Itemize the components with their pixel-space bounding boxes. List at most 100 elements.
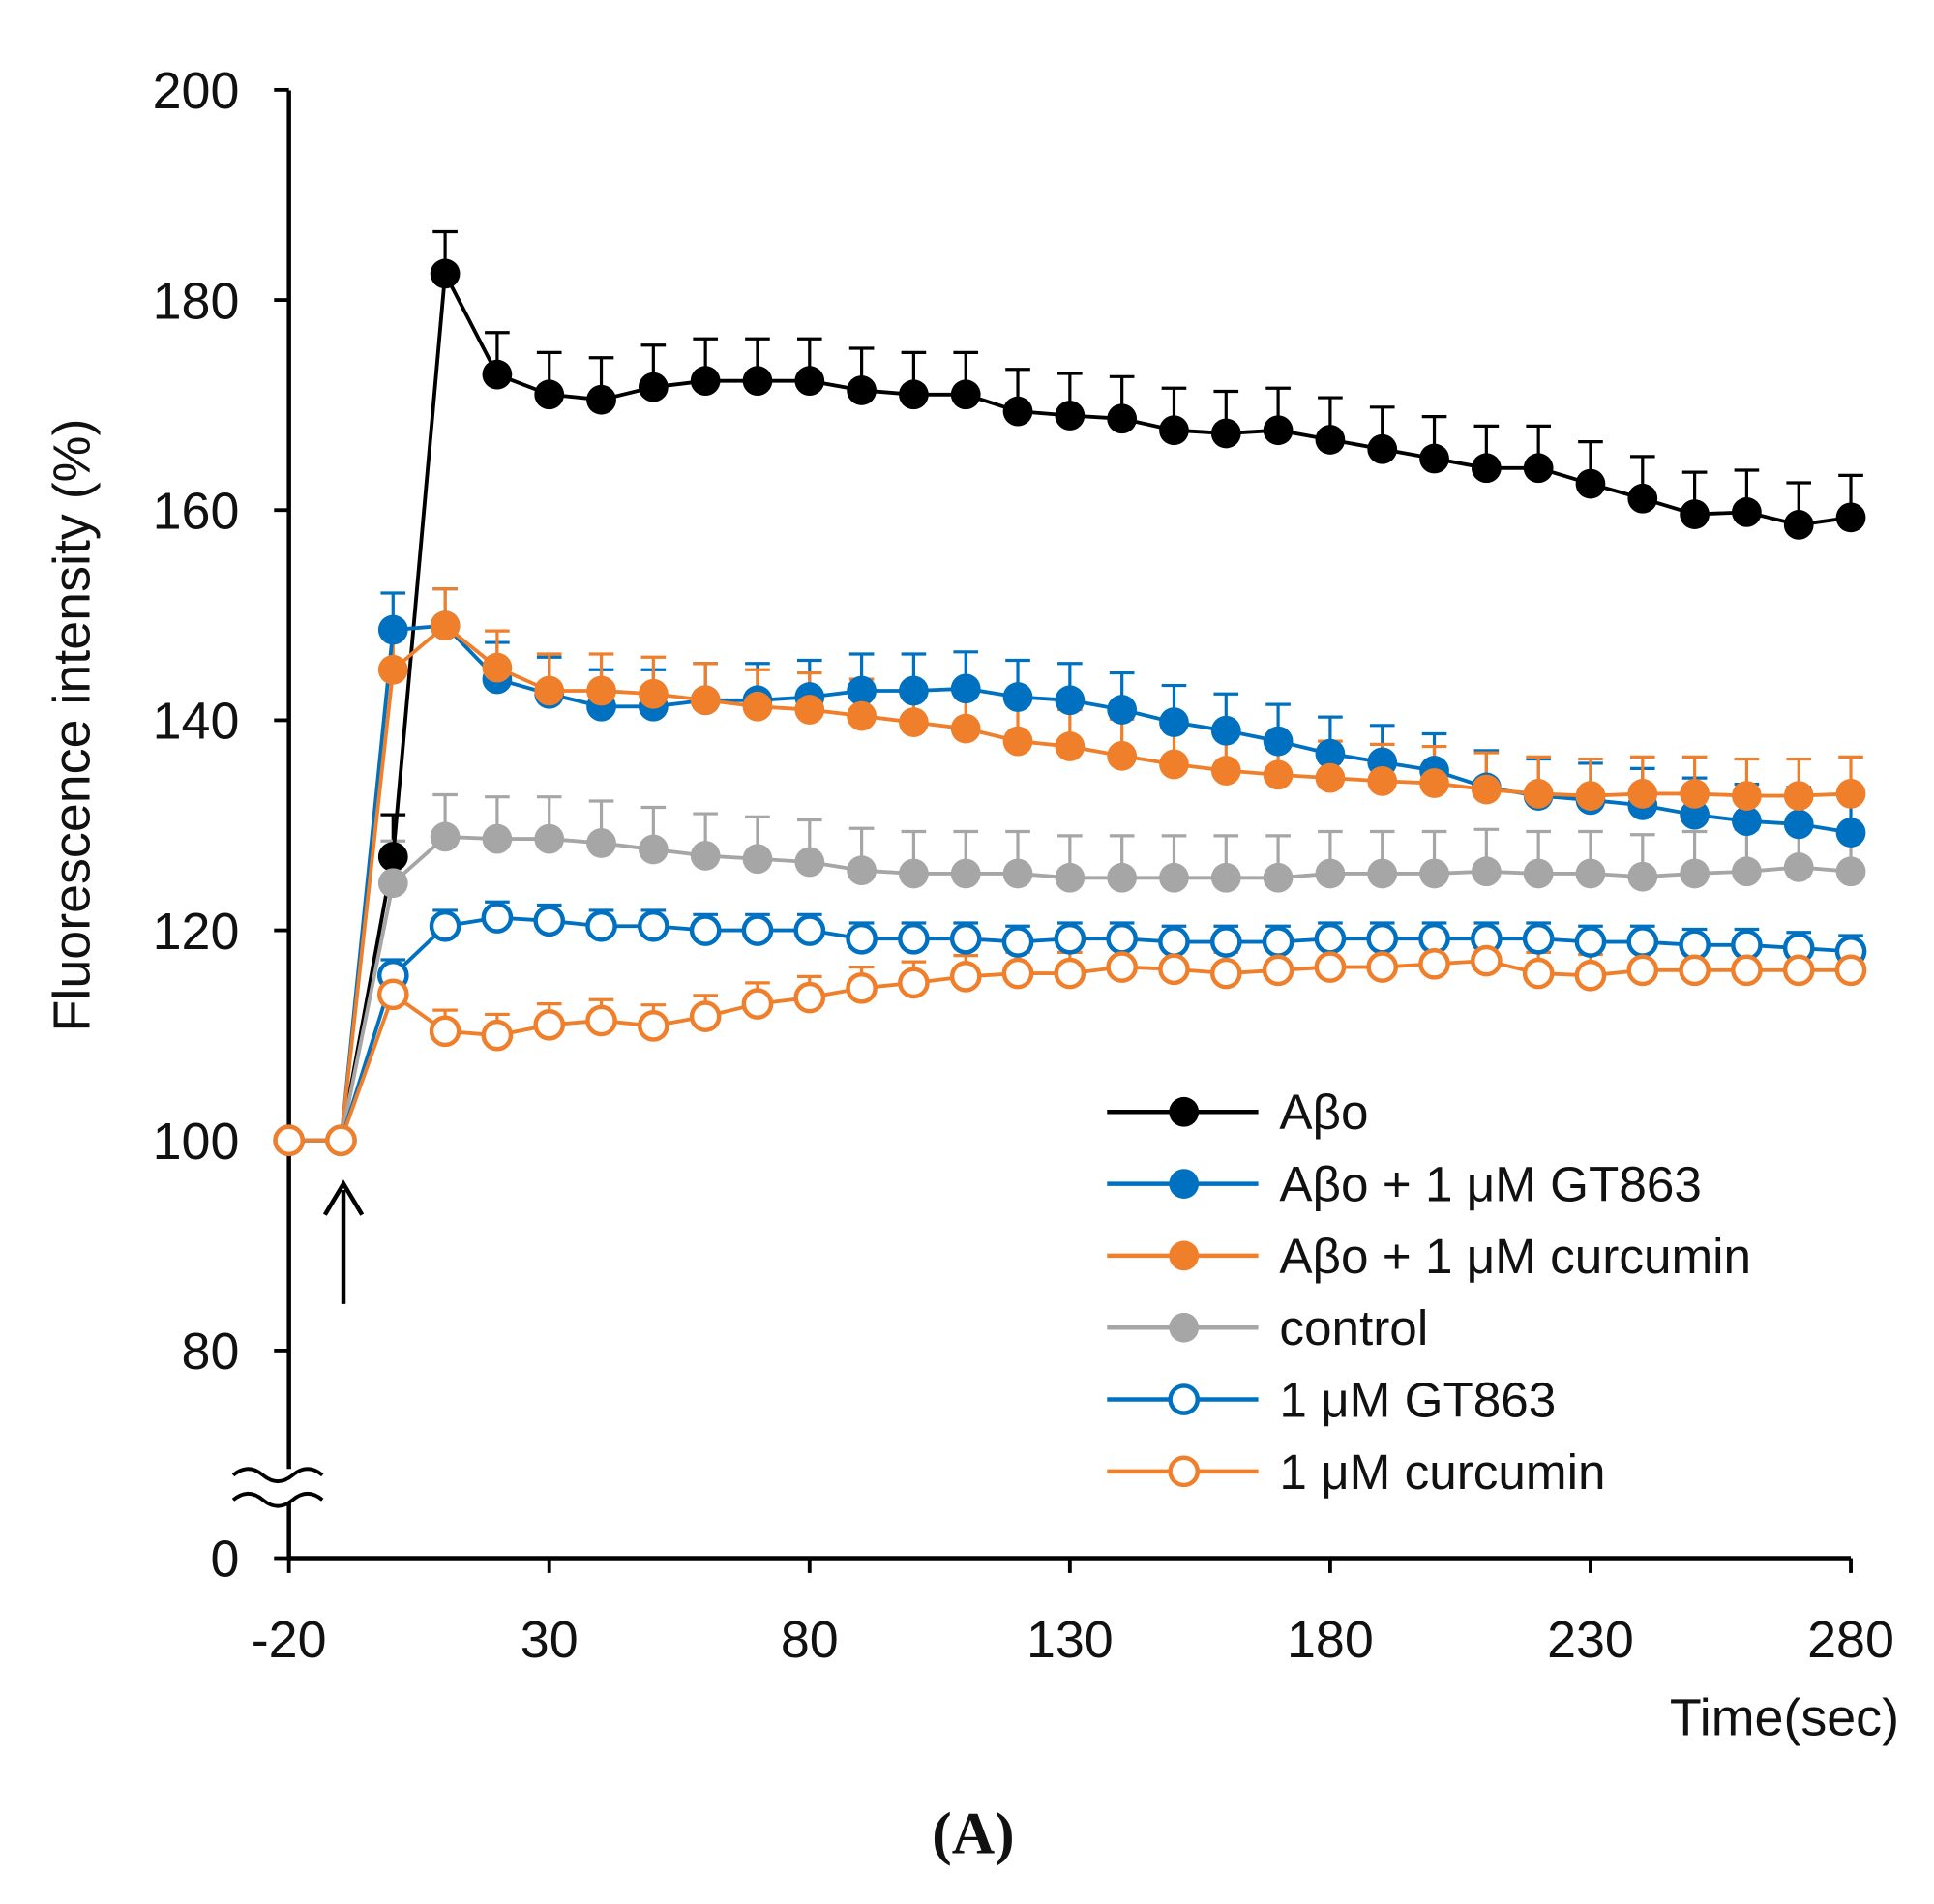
data-point bbox=[1575, 858, 1606, 889]
data-point bbox=[847, 855, 877, 886]
data-point bbox=[1471, 453, 1502, 484]
data-point bbox=[1055, 685, 1086, 716]
data-point bbox=[1679, 954, 1711, 987]
data-point bbox=[430, 821, 461, 852]
data-point bbox=[586, 828, 616, 858]
data-point bbox=[1314, 922, 1347, 955]
data-point bbox=[847, 675, 877, 706]
data-point bbox=[1523, 453, 1554, 484]
y-axis-label: Fluorescence intensity (%) bbox=[43, 419, 101, 1032]
data-point bbox=[1419, 768, 1449, 798]
data-point bbox=[1574, 959, 1607, 992]
legend: Aβo Aβo + 1 μM GT863 Aβo + 1 μM curcumin co… bbox=[1107, 1085, 1751, 1500]
y-tick-label: 80 bbox=[182, 1323, 240, 1381]
data-point bbox=[793, 914, 826, 946]
data-point bbox=[1680, 799, 1710, 830]
legend-label: Aβo + 1 μM curcumin bbox=[1279, 1229, 1751, 1284]
data-point bbox=[898, 922, 930, 955]
data-point bbox=[1574, 926, 1607, 958]
data-point bbox=[899, 379, 929, 410]
data-point bbox=[586, 384, 616, 415]
data-point bbox=[1262, 954, 1294, 987]
data-point bbox=[1315, 858, 1346, 889]
data-point bbox=[689, 914, 722, 946]
data-point bbox=[1680, 779, 1710, 809]
data-point bbox=[1471, 856, 1502, 887]
legend-label: control bbox=[1279, 1300, 1428, 1355]
legend-item: Aβo + 1 μM GT863 bbox=[1107, 1157, 1702, 1212]
data-point bbox=[325, 1124, 357, 1157]
legend-marker bbox=[1168, 1455, 1201, 1488]
data-point bbox=[1002, 858, 1033, 889]
data-point bbox=[1731, 954, 1763, 987]
data-point bbox=[1732, 856, 1762, 887]
data-point bbox=[794, 366, 825, 397]
data-point bbox=[1315, 425, 1346, 455]
data-point bbox=[1732, 497, 1762, 527]
data-point bbox=[899, 707, 929, 737]
data-point bbox=[1262, 926, 1294, 958]
data-point bbox=[1001, 957, 1034, 990]
data-point bbox=[1783, 781, 1814, 811]
data-point bbox=[377, 654, 408, 685]
data-point bbox=[430, 610, 461, 641]
data-point bbox=[1732, 781, 1762, 811]
legend-item: control bbox=[1107, 1300, 1428, 1355]
data-point bbox=[899, 675, 929, 706]
data-point bbox=[1106, 922, 1138, 955]
data-point bbox=[638, 372, 669, 402]
data-point bbox=[638, 909, 669, 942]
data-point bbox=[847, 375, 877, 405]
data-point bbox=[741, 914, 774, 946]
data-point bbox=[1159, 707, 1189, 737]
data-point bbox=[846, 922, 878, 955]
data-point bbox=[1210, 862, 1241, 893]
y-tick-label: 100 bbox=[153, 1113, 240, 1171]
y-tick-label: 0 bbox=[210, 1531, 239, 1589]
data-point bbox=[1107, 862, 1138, 893]
data-point bbox=[1055, 731, 1086, 761]
data-point bbox=[950, 673, 981, 704]
data-point bbox=[1366, 922, 1399, 955]
data-point bbox=[689, 1000, 722, 1032]
arrow-head-icon bbox=[322, 1179, 365, 1216]
data-point bbox=[638, 678, 669, 709]
data-point bbox=[1419, 858, 1449, 889]
data-point bbox=[1522, 957, 1555, 990]
data-point bbox=[1732, 806, 1762, 837]
y-tick-label: 140 bbox=[153, 693, 240, 751]
legend-item: 1 μM GT863 bbox=[1107, 1372, 1556, 1427]
data-point bbox=[1159, 862, 1189, 893]
data-point bbox=[1366, 951, 1399, 983]
data-point bbox=[690, 366, 721, 397]
stimulus-arrow-annotation bbox=[322, 1179, 365, 1304]
series-group bbox=[273, 229, 1867, 1157]
legend-marker bbox=[1168, 1383, 1201, 1415]
data-point bbox=[1263, 415, 1294, 446]
x-tick-label: 230 bbox=[1547, 1611, 1634, 1669]
data-point bbox=[429, 909, 461, 942]
data-point bbox=[585, 1004, 617, 1037]
data-point bbox=[533, 1008, 566, 1041]
data-point bbox=[429, 1015, 461, 1048]
x-tick-label: 30 bbox=[521, 1611, 579, 1669]
data-point bbox=[1783, 852, 1814, 882]
data-point bbox=[741, 988, 774, 1020]
legend-label: 1 μM GT863 bbox=[1279, 1372, 1556, 1427]
x-tick-label: 180 bbox=[1287, 1611, 1374, 1669]
data-point bbox=[690, 841, 721, 871]
legend-label: Aβo bbox=[1279, 1085, 1368, 1140]
data-point bbox=[482, 359, 513, 390]
legend-marker bbox=[1169, 1169, 1200, 1199]
data-point bbox=[1835, 779, 1866, 809]
data-point bbox=[273, 1124, 305, 1157]
data-point bbox=[1158, 953, 1190, 986]
axis-break-mark bbox=[231, 1467, 324, 1508]
data-point bbox=[1107, 403, 1138, 434]
legend-marker bbox=[1169, 1240, 1200, 1271]
data-point bbox=[1627, 861, 1658, 892]
data-point bbox=[1210, 756, 1241, 786]
data-point bbox=[690, 685, 721, 716]
data-point bbox=[1210, 715, 1241, 746]
data-point bbox=[899, 858, 929, 889]
